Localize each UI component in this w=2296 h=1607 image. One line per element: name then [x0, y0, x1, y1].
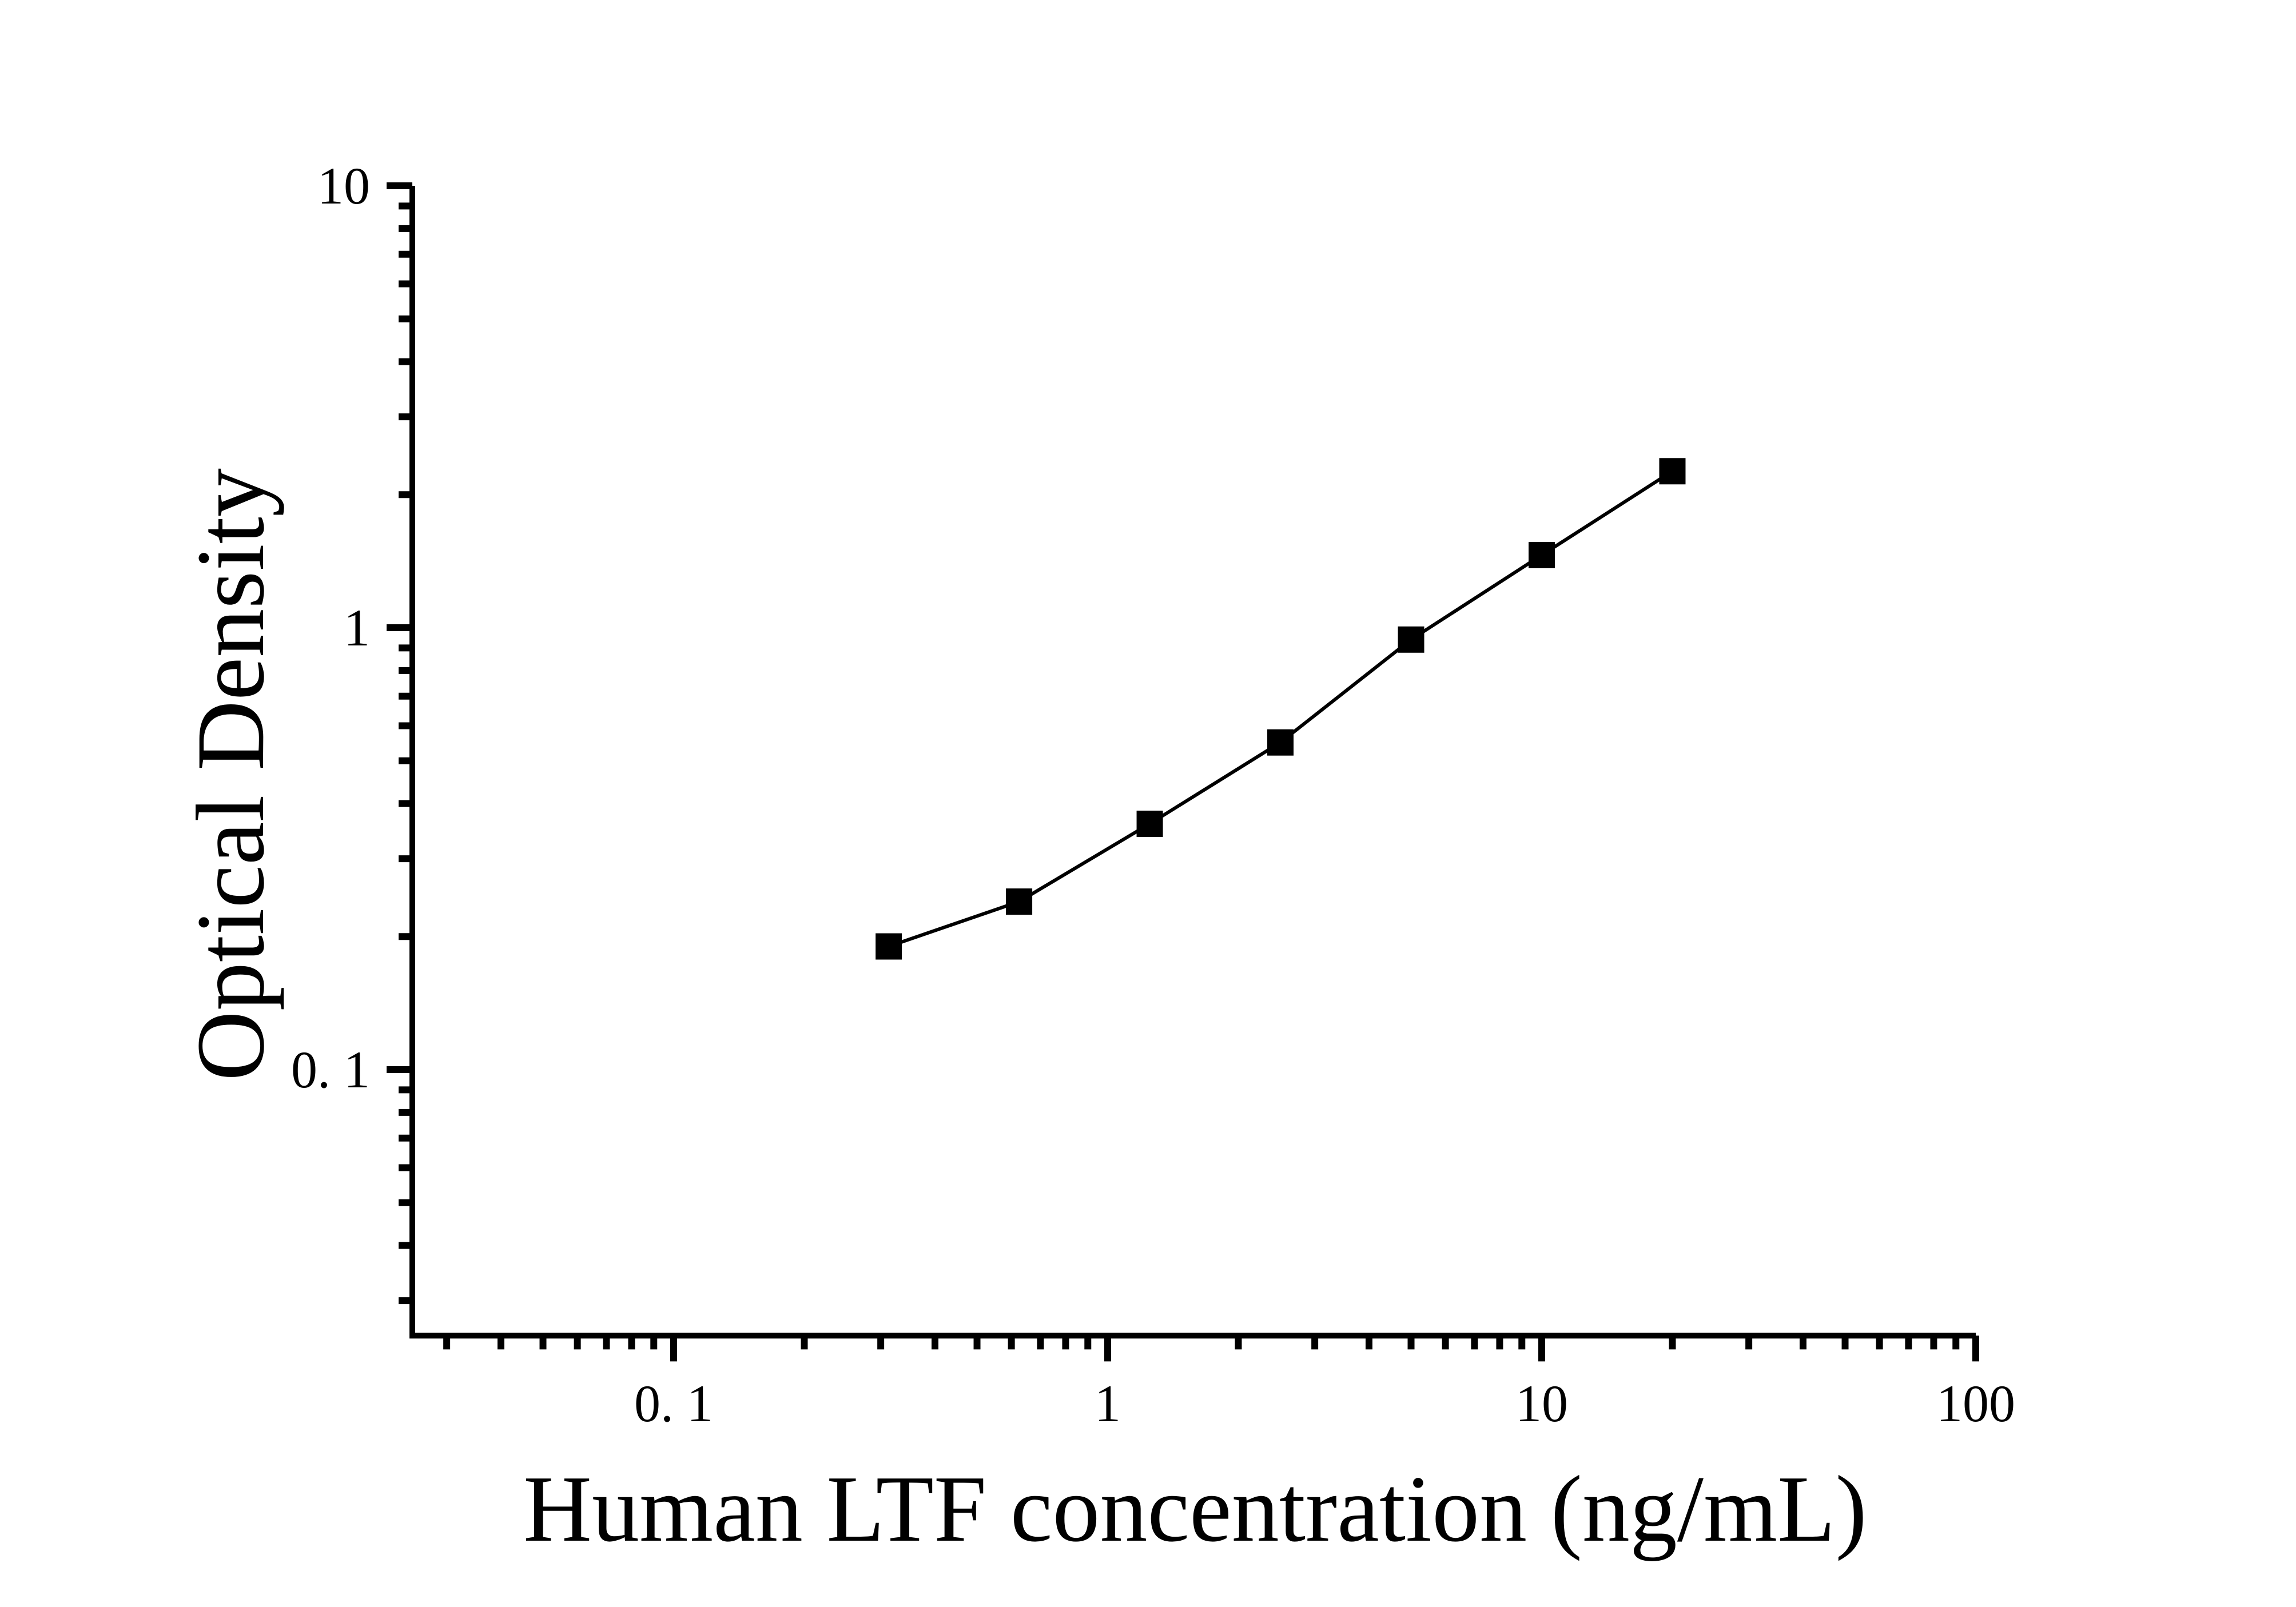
- data-point-marker: [1398, 626, 1424, 653]
- x-axis-tick-label: 0. 1: [634, 1374, 713, 1433]
- data-point-marker: [1529, 541, 1555, 568]
- x-axis-title: Human LTF concentration (ng/mL): [523, 1456, 1867, 1561]
- axes: [409, 186, 1976, 1339]
- y-axis-tick-label: 1: [344, 599, 370, 657]
- data-point-marker: [1267, 729, 1294, 756]
- data-point-marker: [1136, 810, 1163, 837]
- x-axis-tick-label: 10: [1515, 1374, 1568, 1433]
- x-axis-tick-label: 100: [1936, 1374, 2015, 1433]
- data-point-marker: [876, 933, 902, 960]
- axis-tick-labels: 0. 1 1 10 100 0. 1 1 10: [291, 157, 2015, 1433]
- y-axis-tick-label: 10: [317, 157, 370, 215]
- y-axis-title: Optical Density: [177, 468, 284, 1081]
- y-axis-tick-label: 0. 1: [291, 1040, 370, 1099]
- axis-ticks: [387, 182, 1979, 1362]
- data-series: [876, 458, 1686, 960]
- data-point-marker: [1659, 458, 1686, 485]
- axis-spine: [409, 186, 1976, 1339]
- data-point-marker: [1006, 888, 1033, 915]
- x-axis-tick-label: 1: [1095, 1374, 1121, 1433]
